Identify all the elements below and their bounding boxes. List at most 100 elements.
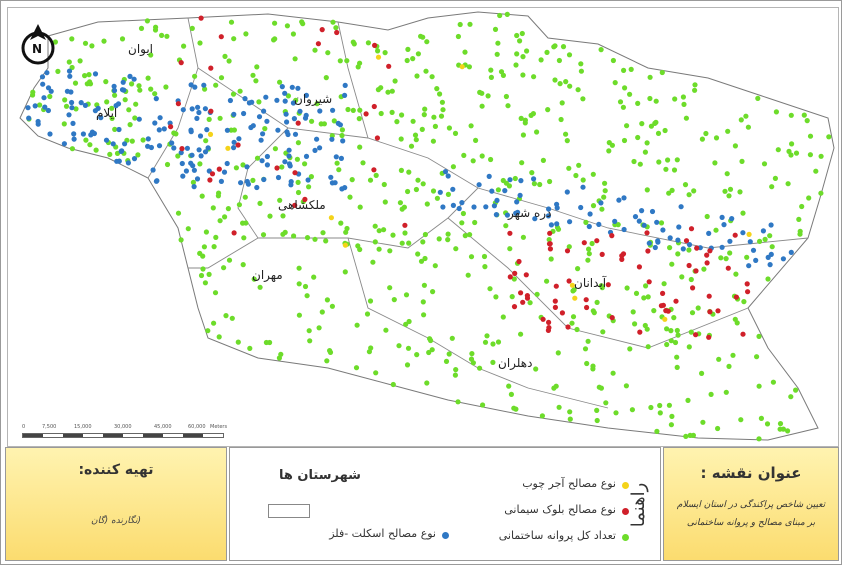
permit-dot-total — [144, 18, 150, 24]
permit-dot-cement — [583, 297, 589, 303]
permit-dot-total — [520, 72, 526, 78]
permit-dot-total — [666, 402, 673, 408]
permit-dot-total — [777, 421, 784, 427]
permit-dot-metal — [654, 219, 660, 225]
permit-dot-total — [672, 339, 679, 346]
permit-dot-cement — [564, 248, 571, 254]
permit-dot-total — [551, 385, 557, 391]
permit-dot-metal — [231, 145, 237, 151]
permit-dot-total — [132, 115, 138, 121]
permit-dot-metal — [727, 238, 733, 244]
permit-dot-total — [432, 123, 438, 129]
permit-dot-total — [316, 325, 322, 331]
permit-dot-metal — [80, 131, 86, 137]
permit-dot-cement — [520, 299, 526, 305]
permit-dot-total — [129, 138, 135, 144]
permit-dot-total — [62, 97, 68, 103]
permit-dot-cement — [620, 251, 627, 257]
permit-dot-metal — [261, 176, 267, 183]
legend-label-metal: نوع مصالح اسکلت -فلز — [329, 527, 436, 540]
permit-dot-total — [390, 232, 396, 238]
permit-dot-metal — [667, 235, 673, 241]
map-title-panel: عنوان نقشه : تعیین شاخص پراکندگی در استا… — [663, 447, 839, 561]
legend-dot-brick-wood — [622, 482, 629, 489]
permit-dot-total — [641, 295, 647, 301]
permit-dot-metal — [340, 138, 346, 144]
legend-label-brick-wood: نوع مصالح آجر چوب — [522, 477, 616, 490]
permit-dot-metal — [205, 145, 211, 151]
permit-dot-total — [741, 299, 747, 305]
permit-dot-cement — [637, 329, 643, 335]
permit-dot-cement — [507, 274, 513, 280]
permit-dot-total — [461, 152, 467, 158]
permit-dot-total — [701, 266, 707, 272]
permit-dot-total — [632, 321, 638, 327]
permit-dot-total — [813, 168, 819, 174]
permit-dot-total — [621, 137, 628, 144]
permit-dot-metal — [69, 99, 75, 106]
permit-dot-total — [140, 137, 146, 143]
permit-dot-total — [545, 107, 551, 113]
permit-dot-cement — [559, 310, 566, 316]
permit-dot-total — [344, 225, 350, 232]
permit-dot-metal — [150, 167, 156, 173]
permit-dot-total — [479, 103, 485, 109]
permit-dot-total — [628, 66, 634, 72]
permit-dot-total — [373, 370, 379, 376]
permit-dot-cement — [660, 302, 667, 308]
permit-dot-total — [683, 115, 690, 121]
permit-dot-total — [324, 297, 330, 303]
permit-dot-total — [575, 266, 581, 272]
permit-dot-total — [727, 250, 733, 256]
permit-dot-total — [216, 334, 222, 340]
permit-dot-total — [481, 253, 488, 260]
permit-dot-total — [769, 244, 775, 250]
permit-dot-total — [153, 24, 159, 30]
permit-dot-total — [412, 132, 419, 138]
permit-dot-total — [682, 182, 689, 188]
permit-dot-total — [655, 130, 662, 136]
permit-dot-total — [368, 345, 374, 351]
permit-dot-total — [410, 118, 416, 124]
permit-dot-total — [73, 106, 79, 112]
permit-dot-total — [443, 358, 450, 364]
permit-dot-cement — [334, 29, 340, 36]
permit-dot-total — [688, 329, 694, 335]
permit-dot-total — [601, 194, 607, 200]
permit-dot-total — [211, 244, 217, 250]
permit-dot-total — [738, 117, 744, 123]
permit-dot-total — [112, 126, 118, 132]
permit-dot-total — [495, 187, 501, 193]
permit-dot-total — [726, 363, 732, 369]
permit-dot-total — [254, 155, 261, 161]
permit-dot-total — [756, 436, 762, 442]
permit-dot-total — [788, 394, 794, 400]
permit-dot-total — [175, 153, 181, 159]
permit-dot-metal — [92, 71, 99, 77]
permit-dot-metal — [156, 127, 162, 133]
permit-dot-total — [500, 314, 506, 320]
permit-dot-cement — [547, 230, 553, 236]
permit-dot-cement — [319, 27, 325, 33]
permit-dot-metal — [198, 153, 204, 159]
permit-dot-total — [309, 118, 315, 124]
scale-label: 0 — [22, 424, 26, 430]
permit-dot-total — [806, 195, 812, 201]
permit-dot-total — [323, 238, 329, 244]
permit-dot-metal — [292, 131, 299, 137]
legend-dot-cement-block — [622, 508, 629, 515]
permit-dot-total — [732, 143, 739, 149]
permit-dot-total — [594, 417, 600, 424]
permit-dot-total — [487, 286, 493, 292]
permit-dot-metal — [169, 140, 175, 146]
permit-dot-total — [438, 113, 445, 119]
permit-dot-metal — [279, 84, 285, 90]
permit-dot-total — [378, 110, 384, 117]
permit-dot-total — [415, 251, 421, 257]
permit-dot-metal — [445, 173, 451, 179]
permit-dot-metal — [285, 131, 291, 138]
permit-dot-metal — [196, 109, 202, 116]
permit-dot-metal — [42, 104, 48, 110]
map-area[interactable]: N ایوان ایلام شیروان ملکشاهی دره شهر مهر… — [7, 7, 839, 447]
permit-dot-metal — [227, 97, 233, 104]
